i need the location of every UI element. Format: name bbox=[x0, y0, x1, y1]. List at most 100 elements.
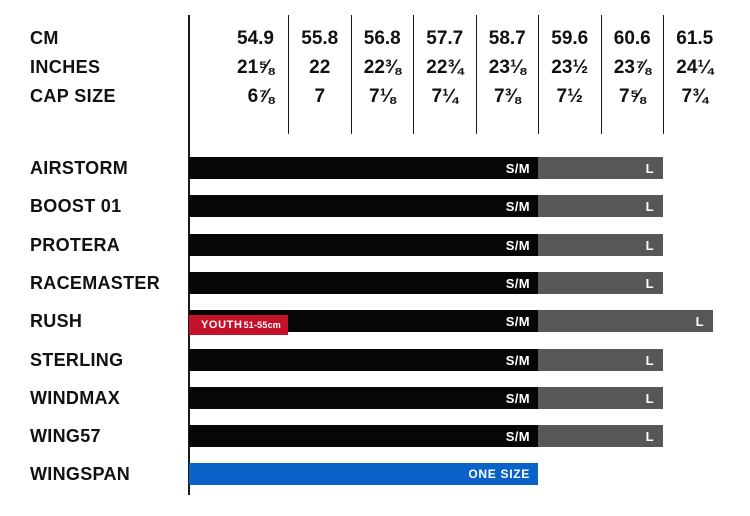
size-bar-s-m: S/M bbox=[189, 272, 538, 294]
size-column: 54.9 21⅝ 6⅞ bbox=[189, 15, 288, 134]
size-bar-label: S/M bbox=[505, 428, 530, 444]
product-rows: AIRSTORM S/M L BOOST 01 S/M L PROTERA S/M L… bbox=[0, 157, 750, 507]
size-bar-label: S/M bbox=[505, 160, 530, 176]
product-name: WINGSPAN bbox=[30, 463, 131, 484]
header-row-labels: CM INCHES CAP SIZE bbox=[30, 24, 116, 111]
size-column: 55.8 22 7 bbox=[288, 15, 351, 134]
product-row: BOOST 01 S/M L bbox=[0, 195, 750, 221]
size-column: 56.8 22⅜ 7⅛ bbox=[350, 15, 414, 134]
cm-value: 60.6 bbox=[613, 27, 651, 49]
cm-value: 55.8 bbox=[301, 27, 339, 49]
inches-row-label: INCHES bbox=[30, 57, 101, 77]
size-bar-s-m: S/M bbox=[189, 157, 538, 179]
youth-range: 51-55cm bbox=[243, 320, 281, 330]
size-bar-label: ONE SIZE bbox=[468, 467, 530, 481]
size-bar-s-m: S/M bbox=[189, 425, 538, 447]
product-name: RUSH bbox=[30, 310, 83, 331]
size-bar-l: L bbox=[538, 310, 713, 332]
size-bar-label: L bbox=[645, 160, 654, 176]
cap-size-value: 7⅜ bbox=[494, 85, 521, 107]
size-bar-label: S/M bbox=[505, 313, 530, 329]
cm-value: 59.6 bbox=[551, 27, 589, 49]
youth-label: YOUTH bbox=[201, 319, 243, 331]
size-bar-s-m: S/M bbox=[189, 234, 538, 256]
cm-value: 57.7 bbox=[426, 27, 464, 49]
size-bar-s-m: S/M bbox=[189, 349, 538, 371]
size-bar-label: L bbox=[645, 390, 654, 406]
product-row: WING57 S/M L bbox=[0, 425, 750, 451]
product-name: STERLING bbox=[30, 349, 124, 370]
table-left-divider bbox=[188, 15, 190, 495]
size-bar-l: L bbox=[538, 195, 663, 217]
size-bar-label: S/M bbox=[505, 390, 530, 406]
inches-value: 21⅝ bbox=[237, 56, 274, 78]
size-bar-label: L bbox=[645, 352, 654, 368]
size-column: 59.6 23½ 7½ bbox=[538, 15, 601, 134]
cap-size-value: 7¾ bbox=[681, 85, 708, 107]
product-row: AIRSTORM S/M L bbox=[0, 157, 750, 183]
size-column: 57.7 22¾ 7¼ bbox=[413, 15, 476, 134]
cap-size-value: 7½ bbox=[556, 85, 583, 107]
size-bar-l: L bbox=[538, 425, 663, 447]
size-bar-label: S/M bbox=[505, 275, 530, 291]
cap-size-row-label: CAP SIZE bbox=[30, 86, 116, 106]
product-name: PROTERA bbox=[30, 234, 121, 255]
size-bar-s-m: S/M bbox=[189, 195, 538, 217]
cap-size-value: 7⅝ bbox=[619, 85, 646, 107]
product-row: STERLING S/M L bbox=[0, 349, 750, 375]
cap-size-value: 7⅛ bbox=[369, 85, 396, 107]
size-bar-label: S/M bbox=[505, 198, 530, 214]
product-row: RUSH S/M L YOUTH 51-55cm bbox=[0, 310, 750, 336]
cap-size-value: 6⅞ bbox=[247, 85, 274, 107]
inches-value: 23⅞ bbox=[613, 56, 651, 78]
size-bar-l: L bbox=[538, 234, 663, 256]
size-column: 61.5 24¼ 7¾ bbox=[663, 15, 726, 134]
product-row: WINDMAX S/M L bbox=[0, 387, 750, 413]
cm-value: 56.8 bbox=[363, 27, 401, 49]
size-bars: S/M L bbox=[189, 349, 663, 371]
product-row: PROTERA S/M L bbox=[0, 234, 750, 260]
size-column: 60.6 23⅞ 7⅝ bbox=[600, 15, 664, 134]
size-bar-s-m: S/M bbox=[189, 387, 538, 409]
size-bar-l: L bbox=[538, 349, 663, 371]
size-bar-l: L bbox=[538, 272, 663, 294]
product-row: WINGSPAN ONE SIZE bbox=[0, 463, 750, 489]
inches-value: 22⅜ bbox=[363, 56, 401, 78]
size-column: 58.7 23⅛ 7⅜ bbox=[475, 15, 539, 134]
product-name: BOOST 01 bbox=[30, 195, 122, 216]
size-bar-label: S/M bbox=[505, 352, 530, 368]
size-bar-label: S/M bbox=[505, 237, 530, 253]
cap-size-value: 7 bbox=[314, 85, 326, 107]
size-bar-label: L bbox=[645, 237, 654, 253]
cm-value: 54.9 bbox=[237, 27, 274, 49]
header-columns: 54.9 21⅝ 6⅞ 55.8 22 7 56.8 22⅜ 7⅛ 57.7 2… bbox=[189, 15, 726, 134]
product-name: WING57 bbox=[30, 425, 101, 446]
inches-value: 23½ bbox=[551, 56, 589, 78]
product-name: RACEMASTER bbox=[30, 272, 161, 293]
cm-value: 58.7 bbox=[488, 27, 526, 49]
size-bars: S/M L bbox=[189, 425, 663, 447]
size-bars: S/M L bbox=[189, 387, 663, 409]
size-bar-one-size: ONE SIZE bbox=[189, 463, 538, 485]
inches-value: 23⅛ bbox=[488, 56, 526, 78]
size-bars: S/M L YOUTH 51-55cm bbox=[189, 310, 713, 335]
size-bars: S/M L bbox=[189, 195, 663, 217]
youth-size-chip: YOUTH 51-55cm bbox=[189, 315, 288, 335]
cm-row-label: CM bbox=[30, 28, 59, 48]
size-bar-label: L bbox=[645, 198, 654, 214]
product-name: AIRSTORM bbox=[30, 157, 129, 178]
inches-value: 22 bbox=[309, 56, 331, 78]
size-bars: S/M L bbox=[189, 234, 663, 256]
size-bars: ONE SIZE bbox=[189, 463, 538, 485]
size-bars: S/M L bbox=[189, 157, 663, 179]
size-bar-label: L bbox=[695, 313, 704, 329]
inches-value: 22¾ bbox=[426, 56, 464, 78]
size-bar-label: L bbox=[645, 428, 654, 444]
cap-size-value: 7¼ bbox=[431, 85, 458, 107]
product-row: RACEMASTER S/M L bbox=[0, 272, 750, 298]
size-bar-label: L bbox=[645, 275, 654, 291]
product-name: WINDMAX bbox=[30, 387, 121, 408]
size-bars: S/M L bbox=[189, 272, 663, 294]
size-bar-l: L bbox=[538, 157, 663, 179]
